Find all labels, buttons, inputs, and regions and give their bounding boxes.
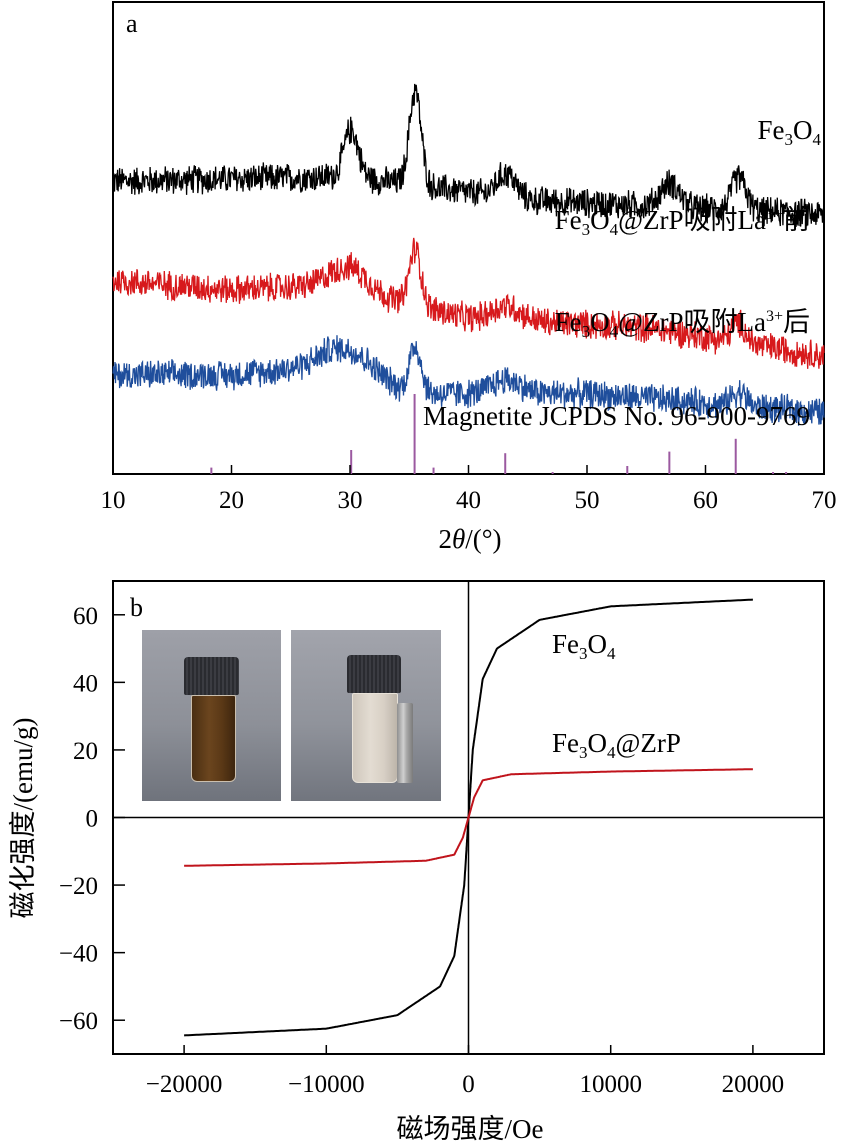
y-tick-label: −40 — [59, 941, 98, 968]
inset-photo-separated — [291, 630, 441, 801]
legend-label-b-fe3o4-zrp: Fe3O4@ZrP — [552, 728, 681, 762]
legend-label-after: Fe3O4@ZrP吸附La3+后 — [555, 307, 810, 341]
x-tick-label: 70 — [812, 487, 837, 514]
reference-label: Magnetite JCPDS No. 96-900-9769 — [423, 401, 810, 431]
y-tick-label: 20 — [73, 738, 98, 765]
panel-b-xlabel: 磁场强度/Oe — [397, 1114, 544, 1144]
reference-lines — [210, 394, 788, 474]
mh-series-line-1 — [184, 768, 753, 867]
panel-a-xticks: 10 20 30 40 50 60 70 — [101, 465, 837, 514]
inset-photo-dispersed — [142, 630, 281, 801]
vial-body-clear — [352, 693, 398, 783]
panel-b-hysteresis: −20000 −10000 0 10000 20000−60−40−200204060 … — [8, 580, 825, 1144]
x-tick-label: 10 — [101, 487, 126, 514]
x-tick-label: −20000 — [146, 1071, 223, 1098]
y-tick-label: −60 — [59, 1008, 98, 1035]
x-tick-label: 10000 — [579, 1071, 642, 1098]
x-tick-label: 40 — [456, 487, 481, 514]
x-tick-label: 0 — [462, 1071, 475, 1098]
x-tick-label: 60 — [693, 487, 718, 514]
panel-a-series — [112, 83, 825, 426]
y-tick-label: 0 — [86, 806, 99, 833]
legend-label-b-fe3o4: Fe3O4 — [552, 629, 616, 663]
panel-b-ylabel: 磁化强度/(emu/g) — [8, 718, 38, 919]
xrd-series-line-0 — [112, 83, 825, 227]
panel-b-label: b — [130, 593, 143, 622]
xrd-series-line-1 — [112, 237, 825, 369]
vial-cap-icon — [347, 655, 401, 693]
panel-b-ticks: −20000 −10000 0 10000 20000 −60 −40 −20 0 20 40 60 — [59, 603, 784, 1098]
magnet-icon — [397, 703, 413, 783]
legend-label-before: Fe3O4@ZrP吸附La3+前 — [555, 205, 810, 239]
x-tick-label: 20 — [219, 487, 244, 514]
y-tick-label: 60 — [73, 603, 98, 630]
panel-b-series — [184, 598, 753, 1037]
x-tick-label: −10000 — [288, 1071, 365, 1098]
vial-body-brown — [191, 695, 236, 782]
y-tick-label: −20 — [59, 873, 98, 900]
x-tick-label: 50 — [575, 487, 600, 514]
y-tick-label: 40 — [73, 670, 98, 697]
x-tick-label: 30 — [338, 487, 363, 514]
vial-cap-icon — [184, 657, 239, 695]
panel-a-xlabel: 2θ/(°) — [438, 524, 501, 554]
x-tick-label: 20000 — [722, 1071, 785, 1098]
legend-label-fe3o4: Fe3O4 — [758, 115, 822, 149]
xrd-series-line-2 — [112, 335, 825, 426]
panel-a-xrd: a 10 20 30 40 50 60 70 Fe3O4 Fe3O4@ZrP吸附La3+前 … — [101, 1, 837, 554]
panel-a-label: a — [126, 9, 138, 38]
